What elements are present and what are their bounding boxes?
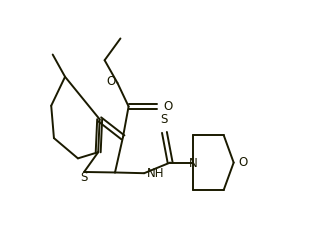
Text: S: S xyxy=(80,171,88,184)
Text: S: S xyxy=(160,113,168,126)
Text: NH: NH xyxy=(147,167,164,180)
Text: O: O xyxy=(238,156,247,169)
Text: O: O xyxy=(163,100,172,113)
Text: N: N xyxy=(189,157,198,170)
Text: O: O xyxy=(107,75,116,88)
